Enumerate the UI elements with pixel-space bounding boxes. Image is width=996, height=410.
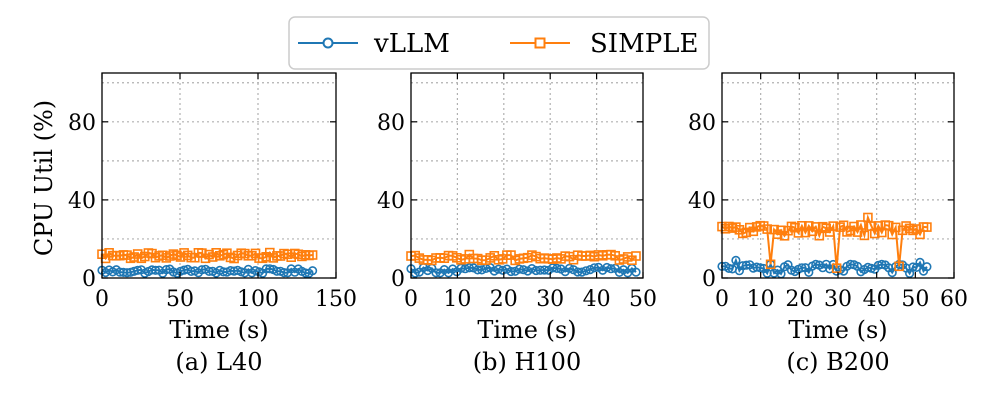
x-axis-label: Time (s)	[788, 316, 887, 344]
data-point-vllm	[564, 263, 575, 274]
y-tick-label: 0	[702, 267, 716, 292]
series-simple	[717, 212, 932, 274]
panel-l40: 0 50 100 150 0 40 80 Time (s) (a) L40	[68, 72, 357, 376]
data-point-simple	[831, 263, 842, 274]
data-point-simple	[883, 220, 894, 231]
data-point-vllm	[431, 268, 441, 278]
y-tick-label: 0	[391, 267, 405, 292]
x-tick-label: 40	[583, 287, 611, 312]
series-simple	[406, 249, 641, 266]
data-point-vllm	[585, 265, 595, 275]
panel-caption: (b) H100	[473, 348, 581, 376]
data-point-vllm	[724, 263, 734, 274]
data-point-simple	[894, 261, 904, 272]
data-point-vllm	[922, 262, 932, 272]
data-point-vllm	[589, 263, 600, 273]
data-point-vllm	[279, 268, 289, 278]
x-axis-label: Time (s)	[477, 316, 576, 344]
legend-marker-simple	[534, 37, 546, 49]
data-point-simple	[890, 222, 901, 233]
y-axis-label: CPU Util (%)	[30, 100, 58, 256]
data-point-vllm	[755, 263, 765, 273]
data-point-vllm	[577, 267, 587, 277]
y-tick-label: 80	[688, 111, 716, 136]
data-point-simple	[307, 250, 318, 260]
x-axis-label: Time (s)	[169, 316, 268, 344]
x-tick-label: 10	[747, 287, 775, 312]
data-point-simple	[814, 230, 825, 241]
data-point-vllm	[531, 265, 541, 276]
data-point-vllm	[473, 265, 483, 275]
series-simple	[97, 247, 318, 264]
x-tick-label: 40	[863, 287, 891, 312]
x-tick-label: 150	[315, 287, 357, 312]
data-point-vllm	[477, 265, 487, 275]
panel-caption: (c) B200	[786, 348, 889, 376]
legend: vLLM SIMPLE	[288, 16, 710, 70]
data-point-simple	[762, 224, 773, 234]
data-point-vllm	[493, 264, 504, 274]
data-point-vllm	[731, 255, 741, 266]
y-tick-label: 40	[68, 189, 96, 214]
legend-marker-vllm	[322, 37, 334, 49]
data-point-simple	[828, 221, 839, 231]
x-tick-label: 10	[443, 287, 471, 312]
legend-entry-simple: SIMPLE	[510, 29, 698, 59]
data-point-vllm	[548, 263, 558, 273]
data-point-vllm	[514, 264, 525, 274]
x-tick-label: 30	[536, 287, 564, 312]
data-point-vllm	[489, 266, 499, 276]
x-tick-label: 50	[901, 287, 929, 312]
data-point-vllm	[797, 263, 807, 273]
x-tick-label: 0	[95, 287, 109, 312]
data-point-vllm	[915, 257, 925, 268]
data-point-vllm	[606, 264, 616, 274]
x-tick-label: 30	[824, 287, 852, 312]
data-point-simple	[810, 222, 821, 232]
y-tick-label: 80	[377, 111, 405, 136]
plot-frame	[410, 72, 644, 279]
data-point-vllm	[518, 265, 529, 275]
data-point-vllm	[308, 266, 318, 276]
data-point-vllm	[877, 259, 887, 270]
y-tick-label: 40	[377, 189, 405, 214]
data-point-vllm	[581, 266, 591, 276]
data-point-vllm	[631, 267, 641, 277]
data-point-simple	[859, 230, 870, 241]
y-tick-label: 0	[82, 267, 96, 292]
x-tick-label: 20	[490, 287, 518, 312]
data-point-simple	[856, 220, 866, 230]
x-tick-label: 60	[940, 287, 968, 312]
legend-box	[288, 16, 710, 70]
series-vllm	[97, 264, 318, 278]
data-point-vllm	[539, 265, 550, 275]
panel-h100: 0 10 20 30 40 50 0 40 80 Time (s) (b) H100	[377, 72, 657, 376]
panel-b200: 0 10 20 30 40 50 60 0 40 80 Time (s) (c) B200	[688, 72, 968, 376]
data-point-vllm	[506, 266, 516, 277]
data-point-vllm	[908, 262, 918, 272]
legend-label-vllm: vLLM	[373, 29, 450, 59]
x-tick-label: 0	[715, 287, 729, 312]
y-tick-label: 80	[68, 111, 96, 136]
data-point-vllm	[498, 265, 508, 275]
data-point-vllm	[464, 263, 474, 273]
data-point-simple	[922, 222, 932, 232]
data-point-vllm	[552, 263, 562, 274]
panel-caption: (a) L40	[175, 348, 262, 376]
x-tick-label: 20	[785, 287, 813, 312]
legend-entry-vllm: vLLM	[298, 29, 450, 59]
x-tick-label: 100	[237, 287, 279, 312]
data-point-vllm	[573, 267, 583, 277]
series-vllm	[406, 262, 641, 278]
x-tick-label: 50	[629, 287, 657, 312]
x-tick-label: 0	[404, 287, 418, 312]
y-tick-label: 40	[688, 189, 716, 214]
data-point-simple	[631, 251, 641, 261]
plot-frame	[101, 72, 337, 279]
legend-label-simple: SIMPLE	[590, 29, 698, 59]
data-point-simple	[765, 259, 776, 270]
x-tick-label: 50	[166, 287, 194, 312]
